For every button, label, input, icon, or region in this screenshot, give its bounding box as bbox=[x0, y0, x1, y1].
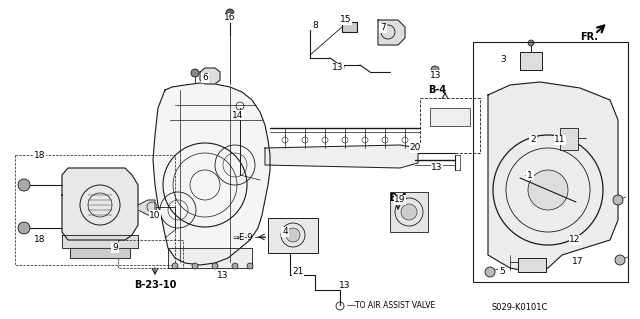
Text: B-23-10: B-23-10 bbox=[134, 280, 176, 290]
Polygon shape bbox=[153, 83, 270, 265]
Polygon shape bbox=[168, 248, 252, 268]
Polygon shape bbox=[488, 82, 618, 272]
Text: 13: 13 bbox=[217, 271, 228, 280]
Text: 14: 14 bbox=[232, 110, 244, 120]
Bar bbox=[342, 22, 357, 32]
Bar bbox=[420, 98, 480, 153]
Bar bbox=[390, 192, 428, 232]
Text: TO AIR ASSIST VALVE: TO AIR ASSIST VALVE bbox=[355, 300, 435, 309]
Circle shape bbox=[226, 9, 234, 17]
Circle shape bbox=[528, 170, 568, 210]
Polygon shape bbox=[378, 20, 405, 45]
Polygon shape bbox=[138, 200, 155, 215]
Circle shape bbox=[431, 66, 439, 74]
Circle shape bbox=[433, 164, 441, 172]
Circle shape bbox=[485, 267, 495, 277]
Bar bbox=[430, 108, 470, 126]
Circle shape bbox=[336, 63, 344, 71]
Text: B-4: B-4 bbox=[428, 85, 446, 95]
Text: 13: 13 bbox=[431, 164, 443, 173]
Text: 11: 11 bbox=[554, 136, 566, 145]
Circle shape bbox=[18, 179, 30, 191]
Text: 4: 4 bbox=[282, 227, 288, 236]
Polygon shape bbox=[265, 145, 418, 168]
Bar bbox=[118, 240, 183, 268]
Polygon shape bbox=[200, 68, 220, 84]
Text: 19: 19 bbox=[394, 196, 406, 204]
Circle shape bbox=[613, 195, 623, 205]
Text: 18: 18 bbox=[35, 235, 45, 244]
Bar bbox=[518, 258, 546, 272]
Text: 9: 9 bbox=[112, 243, 118, 253]
Text: 7: 7 bbox=[380, 24, 386, 33]
Circle shape bbox=[211, 69, 219, 77]
Circle shape bbox=[18, 222, 30, 234]
Text: ⇒E-9: ⇒E-9 bbox=[232, 233, 253, 241]
Circle shape bbox=[286, 228, 300, 242]
Polygon shape bbox=[70, 248, 130, 258]
Circle shape bbox=[341, 281, 349, 289]
Circle shape bbox=[212, 263, 218, 269]
Text: S029-K0101C: S029-K0101C bbox=[492, 303, 548, 313]
Text: 15: 15 bbox=[340, 16, 352, 25]
Text: 8: 8 bbox=[312, 20, 318, 29]
Circle shape bbox=[219, 272, 227, 280]
Text: 1: 1 bbox=[527, 170, 533, 180]
Circle shape bbox=[172, 263, 178, 269]
Text: 21: 21 bbox=[292, 268, 304, 277]
Text: 18: 18 bbox=[35, 151, 45, 160]
Text: 16: 16 bbox=[224, 13, 236, 23]
Text: 5: 5 bbox=[499, 268, 505, 277]
Text: 12: 12 bbox=[570, 235, 580, 244]
Bar bbox=[268, 218, 318, 253]
Circle shape bbox=[528, 40, 534, 46]
Polygon shape bbox=[62, 235, 138, 248]
Text: FR.: FR. bbox=[580, 32, 598, 42]
Text: 17: 17 bbox=[572, 257, 584, 266]
Text: 10: 10 bbox=[149, 211, 161, 219]
Bar bbox=[560, 128, 578, 150]
Polygon shape bbox=[62, 168, 138, 240]
Circle shape bbox=[401, 204, 417, 220]
Circle shape bbox=[192, 263, 198, 269]
Bar bbox=[15, 155, 175, 265]
Bar bbox=[520, 52, 542, 70]
Circle shape bbox=[247, 263, 253, 269]
Text: 13: 13 bbox=[339, 280, 351, 290]
Bar bbox=[473, 42, 628, 282]
Text: B-4: B-4 bbox=[389, 193, 407, 203]
Text: 6: 6 bbox=[202, 73, 208, 83]
Text: 2: 2 bbox=[530, 136, 536, 145]
Text: 13: 13 bbox=[332, 63, 344, 72]
Text: 20: 20 bbox=[410, 144, 420, 152]
Circle shape bbox=[232, 263, 238, 269]
Text: 13: 13 bbox=[430, 70, 442, 79]
Circle shape bbox=[615, 255, 625, 265]
Text: 3: 3 bbox=[500, 56, 506, 64]
Circle shape bbox=[191, 69, 199, 77]
